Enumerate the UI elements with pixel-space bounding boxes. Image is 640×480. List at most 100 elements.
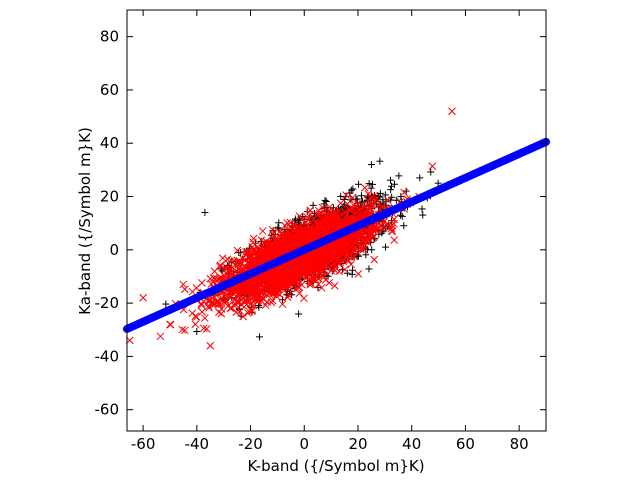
series-1-point: [216, 275, 224, 283]
series-1-point: [331, 266, 339, 275]
series-1-point: [216, 262, 224, 271]
series-1-point: [280, 229, 289, 238]
series-1-point: [250, 282, 259, 291]
series-0-point: [368, 246, 376, 254]
series-1-point: [352, 232, 361, 241]
series-1-point: [352, 230, 361, 239]
series-0-point: [419, 211, 427, 219]
series-1-point: [286, 218, 295, 227]
series-1-point: [191, 320, 200, 329]
series-1-point: [351, 206, 359, 214]
series-1-point: [351, 203, 359, 211]
series-0-point: [369, 180, 377, 188]
x-tick-label: 20: [348, 435, 367, 453]
series-1-point: [348, 193, 357, 202]
series-1-point: [278, 300, 287, 309]
series-1-point: [245, 260, 254, 268]
y-axis-label: Ka-band ({/Symbol m}K): [76, 127, 94, 315]
series-0-point: [397, 211, 405, 219]
series-1-point: [230, 285, 239, 294]
series-1-point: [156, 332, 165, 341]
series-1-point: [253, 250, 262, 259]
series-0-point: [358, 192, 366, 200]
series-1-point: [270, 285, 279, 294]
series-1-point: [284, 291, 293, 299]
x-axis-label: K-band ({/Symbol m}K): [247, 457, 424, 475]
series-1-point: [255, 254, 263, 263]
series-1-point: [245, 258, 254, 267]
series-1-point: [254, 289, 263, 298]
series-1-point: [192, 313, 201, 321]
series-0-point: [388, 182, 396, 190]
series-1-point: [267, 249, 276, 257]
series-1-point: [344, 256, 353, 265]
series-1-point: [292, 277, 301, 286]
series-1-point: [332, 208, 341, 217]
series-1-point: [363, 231, 372, 240]
series-1-point: [245, 283, 254, 292]
series-1-point: [214, 296, 222, 305]
series-1-point: [230, 296, 239, 304]
series-1-point: [206, 341, 215, 350]
series-0-point: [162, 300, 170, 308]
series-1-point: [205, 304, 213, 312]
series-1-point: [301, 219, 309, 228]
series-1-point: [294, 223, 302, 232]
series-1-point: [198, 279, 206, 287]
series-0-point: [395, 172, 403, 180]
series-1-point: [215, 308, 223, 317]
series-1-point: [378, 202, 387, 211]
series-1-point: [293, 284, 301, 293]
series-1-point: [269, 287, 278, 296]
series-1-point: [333, 241, 342, 250]
series-1-point: [319, 273, 328, 281]
series-1-point: [428, 162, 437, 171]
series-1-point: [360, 203, 369, 211]
series-1-point: [218, 254, 227, 262]
series-1-point: [343, 199, 352, 208]
series-0-point: [376, 157, 384, 165]
series-0-point: [348, 266, 356, 274]
series-1-point: [347, 260, 355, 269]
series-1-point: [180, 285, 189, 294]
series-1-point: [267, 298, 276, 307]
series-1-point: [337, 247, 345, 255]
series-1-point: [298, 215, 307, 223]
series-1-point: [317, 271, 326, 280]
series-1-point: [239, 283, 247, 291]
x-tick-label: -20: [238, 435, 263, 453]
series-1-point: [232, 262, 241, 271]
series-1-point: [269, 230, 277, 238]
series-1-point: [314, 280, 323, 289]
series-0-point: [400, 222, 408, 230]
series-1-point: [334, 213, 343, 221]
series-1-point: [298, 237, 307, 246]
series-1-point: [313, 219, 321, 227]
series-1-point: [238, 285, 247, 294]
series-1-point: [321, 211, 330, 220]
y-tick-label: 0: [109, 241, 119, 259]
series-1-point: [258, 227, 267, 235]
series-1-point: [293, 222, 302, 231]
series-1-point: [390, 236, 399, 244]
series-0-point: [275, 219, 283, 227]
series-1-point: [244, 295, 253, 304]
series-1-point: [217, 309, 226, 318]
series-1-point: [221, 291, 230, 300]
series-1-point: [341, 265, 349, 274]
x-tick-label: -60: [131, 435, 156, 453]
series-1-point: [307, 280, 316, 288]
series-1-point: [334, 215, 343, 224]
series-1-point: [139, 293, 147, 302]
series-1-point: [254, 287, 263, 295]
series-1-point: [238, 254, 247, 263]
series-1-point: [357, 242, 365, 251]
series-1-point: [200, 314, 209, 322]
y-tick-label: 80: [100, 28, 119, 46]
series-1-point: [400, 188, 408, 197]
series-1-point: [368, 233, 377, 241]
series-1-point: [297, 259, 305, 267]
series-1-point: [317, 229, 326, 238]
series-1-point: [247, 251, 255, 260]
series-1-point: [328, 244, 337, 253]
